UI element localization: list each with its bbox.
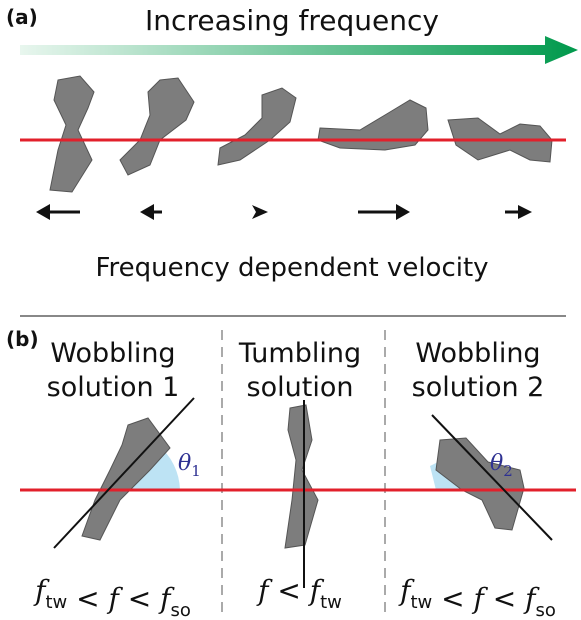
arrow-head — [140, 204, 154, 220]
arrow-head — [36, 204, 50, 220]
column-title: Wobbling — [50, 338, 175, 369]
angle-label: θ2 — [490, 451, 513, 480]
frequency-arrow — [20, 36, 578, 64]
operator: < — [484, 582, 525, 615]
panel-label: (a) — [6, 5, 38, 29]
operator: < — [432, 582, 473, 615]
arrow-head — [518, 205, 532, 219]
subscript: so — [536, 600, 556, 620]
figure: (a) Increasing frequency Frequency depen… — [0, 0, 581, 620]
particles — [50, 76, 552, 192]
subscript: tw — [320, 592, 342, 613]
symbol: θ — [490, 451, 503, 476]
particle — [285, 405, 318, 548]
symbol: θ — [178, 451, 191, 476]
column-title: solution 1 — [47, 372, 180, 403]
column-title: solution 2 — [412, 372, 545, 403]
particle — [218, 88, 296, 165]
condition: f < ftw — [256, 574, 342, 613]
column-title: solution — [247, 372, 354, 403]
operator: < — [119, 582, 160, 615]
condition: ftw < f < fso — [398, 574, 556, 620]
caption: Frequency dependent velocity — [95, 253, 488, 283]
subscript: tw — [45, 592, 67, 613]
arrow-head — [252, 205, 268, 219]
operator: < — [268, 574, 309, 607]
subscript: 2 — [503, 462, 513, 480]
column-title: Wobbling — [415, 338, 540, 369]
subscript: so — [171, 600, 191, 620]
page: (a) Increasing frequency Frequency depen… — [0, 0, 581, 620]
operator: < — [67, 582, 108, 615]
particle — [318, 100, 428, 150]
particle — [120, 78, 194, 175]
particle — [50, 76, 94, 192]
velocity-arrows — [36, 204, 532, 220]
caption: Increasing frequency — [145, 4, 439, 37]
subscript: tw — [410, 592, 432, 613]
arrow-head — [396, 204, 410, 220]
condition: ftw < f < fso — [33, 574, 191, 620]
subscript: 1 — [191, 462, 201, 480]
panel-label: (b) — [6, 327, 39, 351]
column-title: Tumbling — [238, 338, 361, 369]
angle-label: θ1 — [178, 451, 201, 480]
